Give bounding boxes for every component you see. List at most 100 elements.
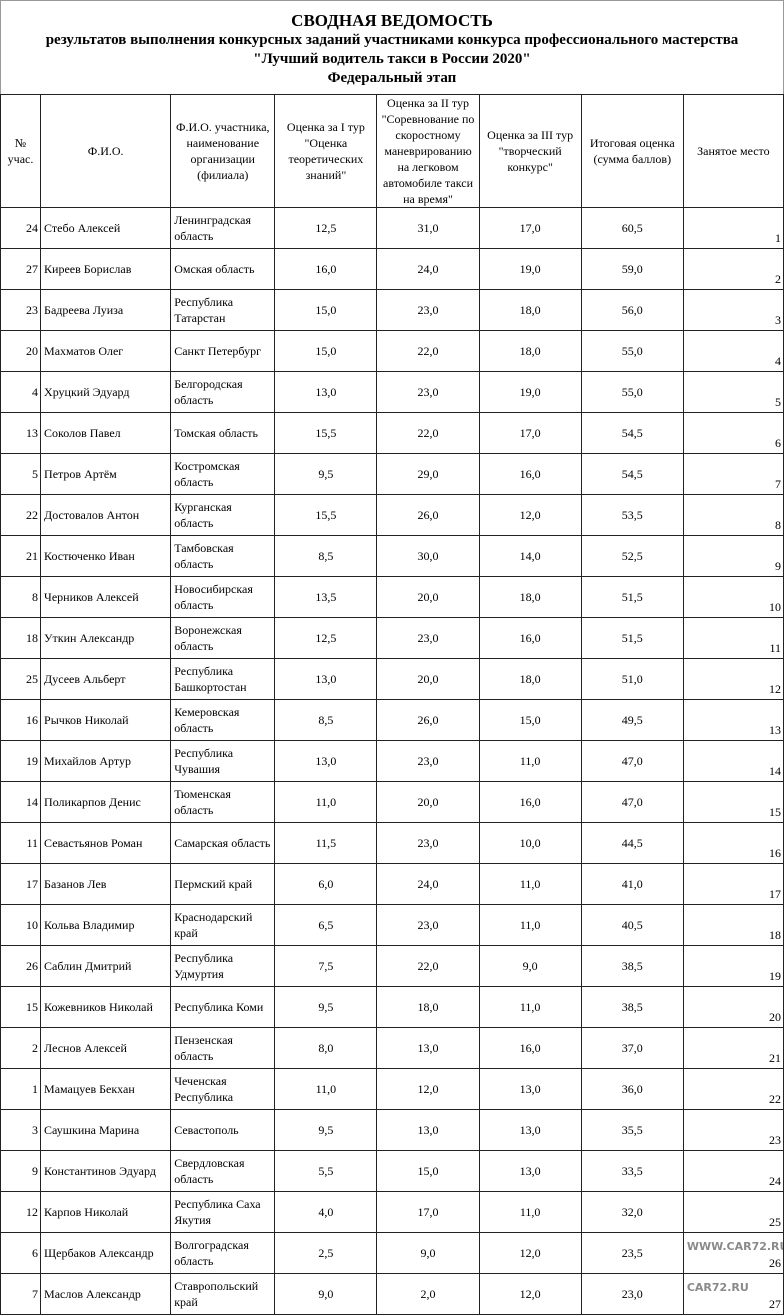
table-row: 5 Петров Артём Костромская область 9,5 29,0 1… [0, 453, 784, 495]
participant-number: 21 [0, 535, 42, 577]
round1-score: 13,5 [274, 576, 378, 618]
round2-score: 26,0 [376, 699, 480, 741]
table-row: 1 Мамацуев Бекхан Чеченская Республика 11,0… [0, 1068, 784, 1110]
title-main: СВОДНАЯ ВЕДОМОСТЬ [291, 11, 493, 30]
table-row: 26 Саблин Дмитрий Республика Удмуртия 7,5 22… [0, 945, 784, 987]
participant-region: Кемеровская область [170, 699, 276, 741]
total-score: 35,5 [580, 1109, 684, 1151]
participant-name: Дусеев Альберт [40, 658, 172, 700]
place-number: 8 [775, 518, 781, 532]
round1-score: 8,5 [274, 535, 378, 577]
total-score: 55,0 [580, 371, 684, 413]
round2-score: 18,0 [376, 986, 480, 1028]
participant-region: Белгородская область [170, 371, 276, 413]
round1-score: 9,5 [274, 453, 378, 495]
participant-region: Чеченская Республика [170, 1068, 276, 1110]
place: 9 [682, 535, 784, 577]
round2-score: 22,0 [376, 412, 480, 454]
place: 12 [682, 658, 784, 700]
total-score: 44,5 [580, 822, 684, 864]
participant-region: Республика Саха Якутия [170, 1191, 276, 1233]
table-row: 10 Кольва Владимир Краснодарский край 6,5 23… [0, 904, 784, 946]
participant-name: Хруцкий Эдуард [40, 371, 172, 413]
place-number: 22 [769, 1092, 781, 1106]
round3-score: 10,0 [478, 822, 582, 864]
round1-score: 2,5 [274, 1232, 378, 1274]
round3-score: 17,0 [478, 207, 582, 249]
total-score: 51,5 [580, 617, 684, 659]
participant-name: Стебо Алексей [40, 207, 172, 249]
round3-score: 19,0 [478, 248, 582, 290]
place: 13 [682, 699, 784, 741]
place: 22 [682, 1068, 784, 1110]
participant-name: Михайлов Артур [40, 740, 172, 782]
round2-score: 23,0 [376, 904, 480, 946]
round3-score: 18,0 [478, 289, 582, 331]
participant-number: 8 [0, 576, 42, 618]
table-row: 17 Базанов Лев Пермский край 6,0 24,0 11,0 41,… [0, 863, 784, 905]
participant-name: Севастьянов Роман [40, 822, 172, 864]
place: 7 [682, 453, 784, 495]
round1-score: 4,0 [274, 1191, 378, 1233]
place-number: 13 [769, 723, 781, 737]
table-row: 2 Леснов Алексей Пензенская область 8,0 13,0… [0, 1027, 784, 1069]
participant-region: Курганская область [170, 494, 276, 536]
place: 11 [682, 617, 784, 659]
results-table: № учас. Ф.И.О. Ф.И.О. участника, наимено… [0, 94, 784, 1315]
participant-name: Маслов Александр [40, 1273, 172, 1315]
participant-name: Щербаков Александр [40, 1232, 172, 1274]
table-row: 19 Михайлов Артур Республика Чувашия 13,0 23… [0, 740, 784, 782]
participant-name: Мамацуев Бекхан [40, 1068, 172, 1110]
place-number: 15 [769, 805, 781, 819]
participant-region: Пензенская область [170, 1027, 276, 1069]
header-number: № учас. [0, 94, 42, 208]
total-score: 56,0 [580, 289, 684, 331]
table-row: 13 Соколов Павел Томская область 15,5 22,0 17… [0, 412, 784, 454]
participant-region: Томская область [170, 412, 276, 454]
watermark-logo: WWW.CAR72.RU [686, 1240, 784, 1253]
round1-score: 5,5 [274, 1150, 378, 1192]
total-score: 49,5 [580, 699, 684, 741]
title-stage: Федеральный этап [327, 70, 457, 86]
round3-score: 13,0 [478, 1068, 582, 1110]
title-contest: "Лучший водитель такси в России 2020" [253, 51, 531, 67]
participant-region: Санкт Петербург [170, 330, 276, 372]
round3-score: 13,0 [478, 1150, 582, 1192]
place-number: 25 [769, 1215, 781, 1229]
round3-score: 13,0 [478, 1109, 582, 1151]
participant-number: 4 [0, 371, 42, 413]
total-score: 51,0 [580, 658, 684, 700]
round3-score: 12,0 [478, 494, 582, 536]
header-round2: Оценка за II тур "Соревнование по скорос… [376, 94, 480, 208]
participant-number: 3 [0, 1109, 42, 1151]
participant-number: 5 [0, 453, 42, 495]
table-row: 12 Карпов Николай Республика Саха Якутия 4,… [0, 1191, 784, 1233]
header-place: Занятое место [682, 94, 784, 208]
total-score: 32,0 [580, 1191, 684, 1233]
participant-number: 23 [0, 289, 42, 331]
header-round1: Оценка за I тур "Оценка теоретических зн… [274, 94, 378, 208]
participant-name: Бадреева Луиза [40, 289, 172, 331]
participant-region: Новосибирская область [170, 576, 276, 618]
total-score: 60,5 [580, 207, 684, 249]
total-score: 54,5 [580, 453, 684, 495]
table-row: 20 Махматов Олег Санкт Петербург 15,0 22,0 18… [0, 330, 784, 372]
place: 2 [682, 248, 784, 290]
round3-score: 19,0 [478, 371, 582, 413]
place-number: 23 [769, 1133, 781, 1147]
participant-number: 26 [0, 945, 42, 987]
participant-region: Воронежская область [170, 617, 276, 659]
round1-score: 7,5 [274, 945, 378, 987]
round3-score: 14,0 [478, 535, 582, 577]
place: CAR72.RU 27 [682, 1273, 784, 1315]
participant-number: 17 [0, 863, 42, 905]
participant-name: Поликарпов Денис [40, 781, 172, 823]
place: 17 [682, 863, 784, 905]
round2-score: 15,0 [376, 1150, 480, 1192]
participant-number: 25 [0, 658, 42, 700]
place-number: 19 [769, 969, 781, 983]
round2-score: 9,0 [376, 1232, 480, 1274]
table-row: 9 Константинов Эдуард Свердловская область… [0, 1150, 784, 1192]
participant-name: Костюченко Иван [40, 535, 172, 577]
participant-region: Тюменская область [170, 781, 276, 823]
